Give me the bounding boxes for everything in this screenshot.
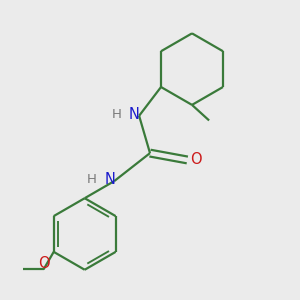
Text: O: O (38, 256, 50, 271)
Text: H: H (87, 173, 97, 186)
Text: O: O (190, 152, 202, 167)
Text: N: N (129, 107, 140, 122)
Text: H: H (112, 108, 122, 121)
Text: N: N (105, 172, 116, 187)
